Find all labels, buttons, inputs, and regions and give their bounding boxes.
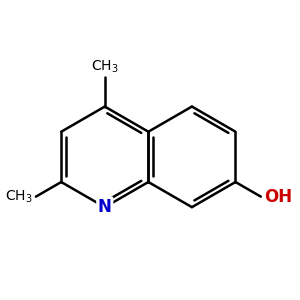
- Text: CH$_3$: CH$_3$: [4, 188, 32, 205]
- Text: OH: OH: [265, 188, 292, 206]
- Text: CH$_3$: CH$_3$: [91, 58, 118, 74]
- Text: N: N: [98, 198, 112, 216]
